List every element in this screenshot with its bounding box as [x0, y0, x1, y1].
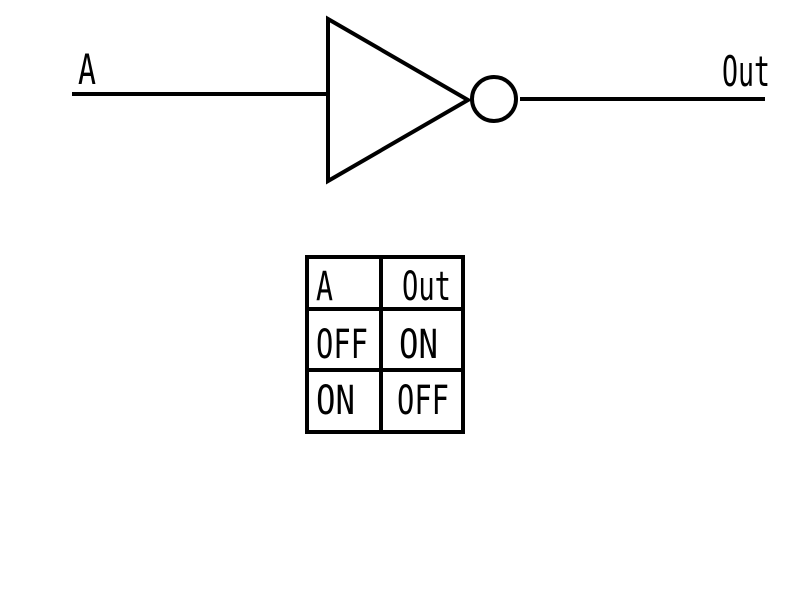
truth-table-cell: OFF: [316, 322, 368, 368]
truth-table-border: [305, 255, 465, 434]
not-gate-triangle: [326, 15, 472, 185]
truth-table-cell: ON: [316, 378, 355, 424]
truth-table-header-input: A: [316, 264, 333, 310]
truth-table: A Out OFF ON ON OFF: [305, 255, 465, 434]
truth-table-cell: ON: [399, 322, 438, 368]
inversion-bubble: [470, 75, 518, 123]
output-label: Out: [722, 47, 770, 96]
truth-table-header-output: Out: [402, 264, 451, 310]
truth-table-cell: OFF: [397, 378, 449, 424]
input-label: A: [78, 45, 96, 94]
